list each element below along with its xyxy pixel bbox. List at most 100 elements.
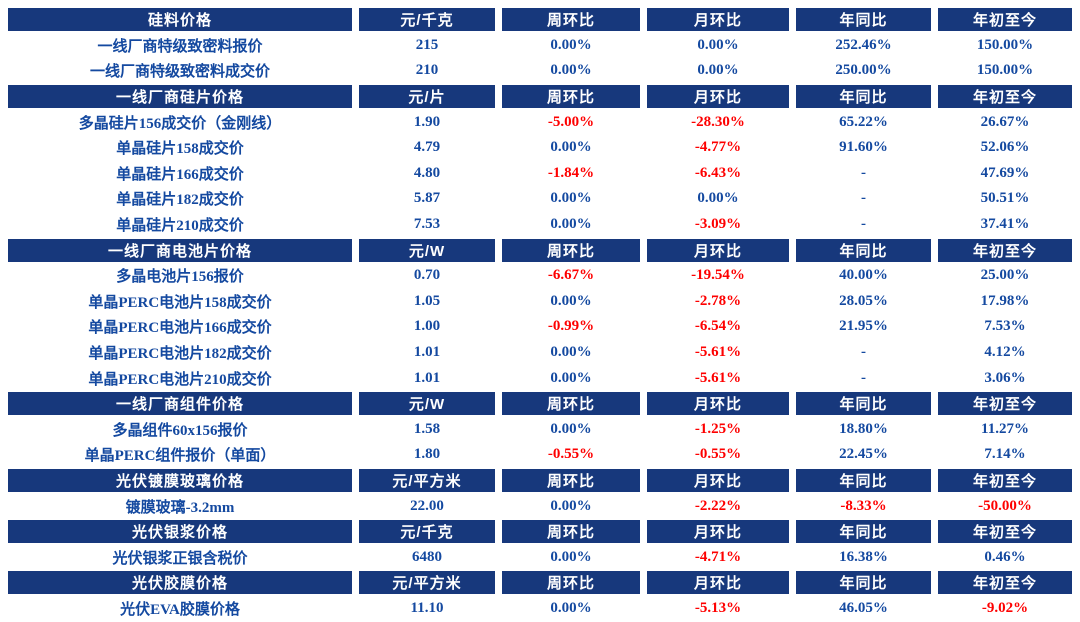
- item-ytd: 150.00%: [976, 36, 1034, 53]
- table-row: 单晶硅片182成交价 5.87 0.00% 0.00% - 50.51%: [8, 186, 1080, 212]
- item-name: 镀膜玻璃-3.2mm: [125, 499, 235, 516]
- section-title: 光伏胶膜价格: [8, 571, 352, 595]
- col-header-ytd: 年初至今: [938, 520, 1072, 544]
- table-row: 多晶电池片156报价 0.70 -6.67% -19.54% 40.00% 25.00%: [8, 263, 1080, 289]
- item-wow: 0.00%: [550, 599, 592, 616]
- item-name: 单晶硅片166成交价: [116, 166, 244, 183]
- col-header-month: 月环比: [647, 468, 789, 492]
- section-title: 一线厂商硅片价格: [8, 85, 352, 109]
- item-ytd: 52.06%: [980, 139, 1030, 156]
- item-value: 1.01: [413, 369, 441, 386]
- item-yoy: 250.00%: [835, 62, 892, 79]
- section-unit: 元/平方米: [359, 468, 495, 492]
- col-header-year: 年同比: [796, 85, 931, 109]
- col-header-week: 周环比: [502, 238, 640, 262]
- item-value: 7.53: [413, 216, 441, 233]
- item-yoy: 40.00%: [839, 267, 888, 284]
- item-wow: 0.00%: [550, 139, 592, 156]
- item-mom: -2.78%: [694, 292, 742, 309]
- item-ytd: 37.41%: [980, 216, 1030, 233]
- section-header-row: 一线厂商硅片价格 元/片 周环比 月环比 年同比 年初至今: [8, 84, 1080, 110]
- item-wow: 0.00%: [550, 497, 592, 514]
- item-value: 1.05: [413, 292, 441, 309]
- table-row: 单晶PERC电池片210成交价 1.01 0.00% -5.61% - 3.06%: [8, 365, 1080, 391]
- item-mom: -1.25%: [694, 420, 742, 437]
- item-wow: 0.00%: [550, 548, 592, 565]
- item-name: 单晶硅片182成交价: [116, 192, 244, 209]
- item-value: 4.80: [413, 164, 441, 181]
- item-ytd: 11.27%: [981, 420, 1029, 437]
- item-name: 单晶PERC电池片182成交价: [88, 346, 272, 363]
- item-ytd: 3.06%: [984, 369, 1026, 386]
- item-mom: 0.00%: [697, 190, 739, 207]
- item-mom: -28.30%: [691, 113, 745, 130]
- item-yoy: -8.33%: [840, 497, 887, 514]
- item-ytd: 150.00%: [976, 62, 1034, 79]
- item-ytd: 47.69%: [980, 164, 1030, 181]
- section-header-row: 光伏胶膜价格 元/平方米 周环比 月环比 年同比 年初至今: [8, 570, 1080, 596]
- item-wow: -1.84%: [547, 164, 595, 181]
- table-row: 单晶PERC电池片182成交价 1.01 0.00% -5.61% - 4.12%: [8, 340, 1080, 366]
- col-header-year: 年同比: [796, 468, 931, 492]
- item-value: 1.90: [413, 113, 441, 130]
- item-name: 多晶硅片156成交价（金刚线）: [78, 115, 282, 132]
- col-header-week: 周环比: [502, 571, 640, 595]
- section-title: 光伏银浆价格: [8, 520, 352, 544]
- section-unit: 元/W: [359, 238, 495, 262]
- item-value: 22.00: [410, 497, 444, 514]
- section-unit: 元/W: [359, 392, 495, 416]
- item-wow: 0.00%: [550, 369, 592, 386]
- section-header-row: 硅料价格 元/千克 周环比 月环比 年同比 年初至今: [8, 7, 1080, 33]
- table-row: 光伏银浆正银含税价 6480 0.00% -4.71% 16.38% 0.46%: [8, 544, 1080, 570]
- price-table: 硅料价格 元/千克 周环比 月环比 年同比 年初至今 一线厂商特级致密料报价 215 0.00%…: [8, 7, 1080, 621]
- item-mom: -4.77%: [694, 139, 742, 156]
- item-name: 一线厂商特级致密料成交价: [89, 64, 270, 81]
- table-row: 单晶PERC电池片158成交价 1.05 0.00% -2.78% 28.05% 17.9…: [8, 289, 1080, 315]
- col-header-week: 周环比: [502, 468, 640, 492]
- item-mom: -5.61%: [694, 369, 742, 386]
- item-wow: 0.00%: [550, 292, 592, 309]
- item-value: 5.87: [413, 190, 441, 207]
- table-row: 一线厂商特级致密料报价 215 0.00% 0.00% 252.46% 150.00%: [8, 33, 1080, 59]
- item-ytd: 26.67%: [980, 113, 1030, 130]
- col-header-week: 周环比: [502, 85, 640, 109]
- table-row: 单晶PERC电池片166成交价 1.00 -0.99% -6.54% 21.95% 7.5…: [8, 314, 1080, 340]
- table-row: 单晶PERC组件报价（单面） 1.80 -0.55% -0.55% 22.45% 7.14…: [8, 442, 1080, 468]
- table-row: 一线厂商特级致密料成交价 210 0.00% 0.00% 250.00% 150.00%: [8, 58, 1080, 84]
- item-value: 4.79: [413, 139, 441, 156]
- item-wow: 0.00%: [550, 62, 592, 79]
- item-mom: -5.13%: [694, 599, 742, 616]
- item-name: 单晶硅片210成交价: [116, 218, 244, 235]
- item-wow: -0.55%: [547, 446, 595, 463]
- item-wow: 0.00%: [550, 344, 592, 361]
- section-unit: 元/平方米: [359, 571, 495, 595]
- item-yoy: -: [861, 190, 866, 207]
- section-title: 硅料价格: [8, 8, 352, 32]
- table-row: 光伏EVA胶膜价格 11.10 0.00% -5.13% 46.05% -9.02%: [8, 596, 1080, 622]
- item-value: 215: [415, 36, 439, 53]
- item-mom: -6.54%: [694, 318, 742, 335]
- item-name: 单晶PERC电池片166成交价: [88, 320, 272, 337]
- item-value: 210: [415, 62, 439, 79]
- col-header-month: 月环比: [647, 392, 789, 416]
- item-yoy: 65.22%: [839, 113, 888, 130]
- col-header-year: 年同比: [796, 392, 931, 416]
- item-mom: 0.00%: [697, 36, 739, 53]
- item-name: 单晶PERC电池片158成交价: [88, 294, 272, 311]
- item-name: 多晶电池片156报价: [116, 269, 244, 286]
- table-row: 单晶硅片166成交价 4.80 -1.84% -6.43% - 47.69%: [8, 161, 1080, 187]
- item-mom: -5.61%: [694, 344, 742, 361]
- item-ytd: 50.51%: [980, 190, 1030, 207]
- item-name: 单晶PERC组件报价（单面）: [84, 448, 276, 465]
- item-yoy: -: [861, 344, 866, 361]
- item-yoy: 16.38%: [839, 548, 888, 565]
- item-value: 1.58: [413, 420, 441, 437]
- col-header-ytd: 年初至今: [938, 8, 1072, 32]
- item-wow: 0.00%: [550, 36, 592, 53]
- item-yoy: 28.05%: [839, 292, 888, 309]
- col-header-week: 周环比: [502, 8, 640, 32]
- section-unit: 元/千克: [359, 520, 495, 544]
- item-yoy: -: [861, 164, 866, 181]
- col-header-ytd: 年初至今: [938, 468, 1072, 492]
